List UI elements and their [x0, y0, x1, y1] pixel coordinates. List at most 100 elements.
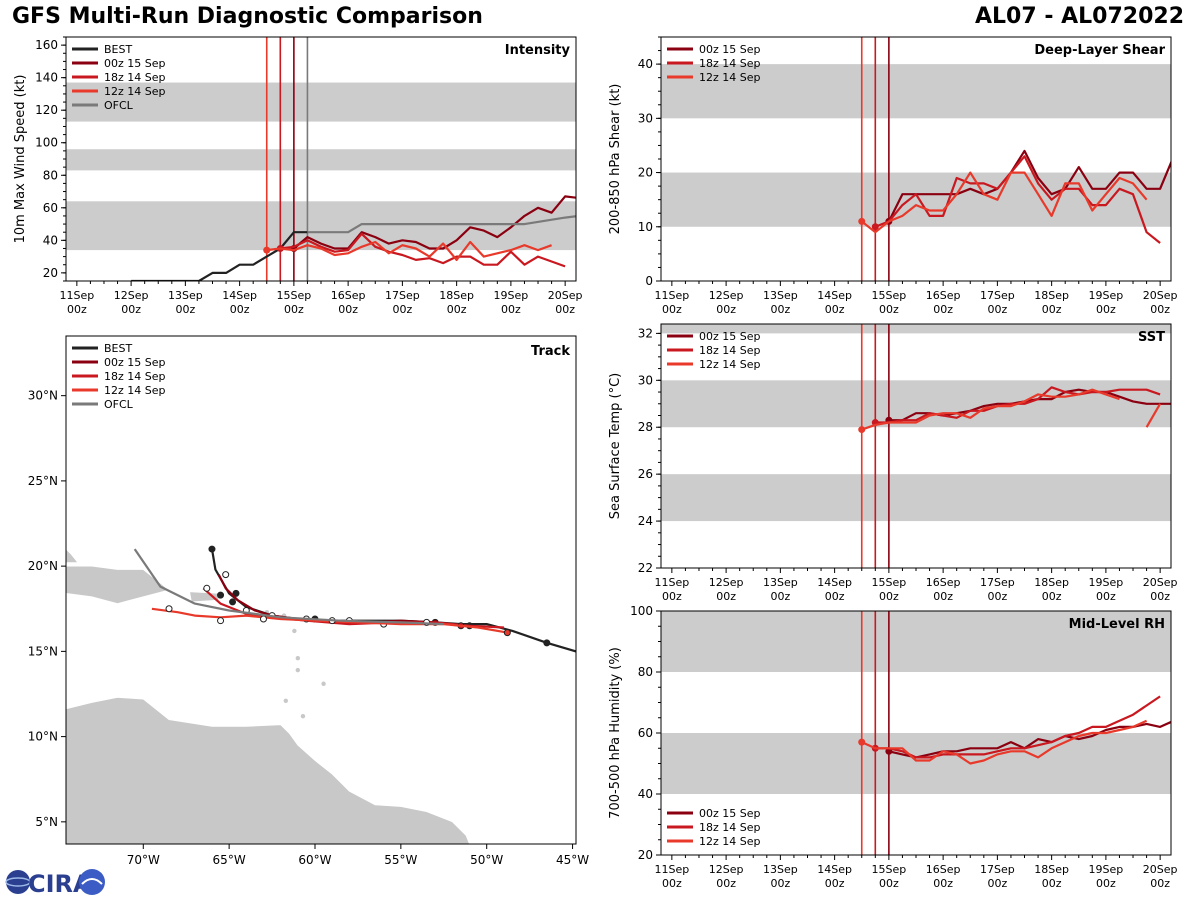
hispaniola: [66, 565, 170, 605]
island: [295, 667, 301, 673]
x-tick-label: 15Sep: [872, 576, 907, 589]
x-tick-label: 00z: [716, 590, 736, 603]
x-tick-label: 00z: [662, 303, 682, 316]
y-tick-label: 100: [35, 136, 58, 150]
x-tick-label: 20Sep: [1143, 863, 1178, 876]
x-tick-label: 00z: [662, 590, 682, 603]
plot-frame: [65, 335, 577, 845]
island: [283, 698, 288, 704]
x-tick-label: 00z: [825, 303, 845, 316]
x-tick-label: 19Sep: [494, 289, 529, 302]
x-tick-label: 00z: [825, 877, 845, 890]
series-line: [307, 215, 576, 234]
track-ofcl: [133, 548, 444, 626]
y-tick-label: 5°N: [35, 815, 58, 829]
y-tick-label: 100: [630, 604, 653, 618]
y-tick-label: 30: [638, 111, 653, 125]
x-tick-label: 13Sep: [763, 863, 798, 876]
series-line: [861, 171, 1148, 234]
y-tick-label: 32: [638, 326, 653, 340]
x-tick-label: 00z: [175, 303, 195, 316]
y-tick-label: 60: [638, 726, 653, 740]
page-title: GFS Multi-Run Diagnostic Comparison: [12, 4, 483, 29]
series-line: [266, 240, 552, 261]
x-tick-label: 00z: [879, 877, 899, 890]
x-tick-label: 17Sep: [980, 863, 1015, 876]
x-tick-label: 12Sep: [709, 289, 744, 302]
y-tick-label: 40: [638, 57, 653, 71]
start-marker: [858, 738, 866, 746]
x-tick-label: 13Sep: [763, 289, 798, 302]
legend-label: 18z 14 Sep: [699, 344, 761, 357]
y-tick-label: 22: [638, 561, 653, 575]
panel-title: Mid-Level RH: [1069, 617, 1165, 632]
y-tick-label: 20°N: [28, 559, 58, 573]
band-0: [661, 733, 1171, 794]
track-marker: [165, 605, 173, 613]
start-marker: [871, 223, 879, 231]
island: [300, 713, 306, 719]
band-0: [66, 201, 576, 251]
legend-label: 18z 14 Sep: [699, 57, 761, 70]
x-tick-label: 16Sep: [926, 289, 961, 302]
band-1: [66, 149, 576, 171]
cira-logo: CIRA: [4, 866, 108, 898]
x-tick-label: 19Sep: [1089, 576, 1124, 589]
x-tick-label: 16Sep: [926, 863, 961, 876]
legend-label: 12z 14 Sep: [699, 835, 761, 848]
x-tick-label: 00z: [770, 877, 790, 890]
start-marker: [263, 246, 271, 254]
y-axis-label: 10m Max Wind Speed (kt): [13, 75, 28, 244]
x-tick-label: 00z: [1096, 590, 1116, 603]
x-tick-label: 00z: [933, 877, 953, 890]
y-tick-label: 28: [638, 420, 653, 434]
x-tick-label: 00z: [555, 303, 575, 316]
legend-label: 00z 15 Sep: [104, 57, 166, 70]
y-tick-label: 80: [43, 168, 58, 182]
y-tick-label: 40: [638, 787, 653, 801]
track-marker: [543, 639, 551, 647]
legend-label: 00z 15 Sep: [699, 330, 761, 343]
x-tick-label: 13Sep: [168, 289, 203, 302]
legend-label: 00z 15 Sep: [104, 356, 166, 369]
x-tick-label: 00z: [447, 303, 467, 316]
x-tick-label: 00z: [1150, 590, 1170, 603]
x-tick-label: 00z: [284, 303, 304, 316]
x-tick-label: 19Sep: [1089, 289, 1124, 302]
x-tick-label: 00z: [825, 590, 845, 603]
y-tick-label: 10°N: [28, 730, 58, 744]
track-marker: [203, 584, 211, 592]
series-line: [861, 388, 1120, 431]
x-tick-label: 60°W: [298, 853, 331, 867]
x-tick-label: 00z: [933, 303, 953, 316]
series-line: [874, 155, 1161, 244]
x-tick-label: 00z: [338, 303, 358, 316]
track-marker: [217, 591, 225, 599]
x-tick-label: 00z: [1042, 877, 1062, 890]
storm-id: AL07 - AL072022: [975, 4, 1184, 29]
island: [295, 655, 301, 661]
y-tick-label: 30°N: [28, 389, 58, 403]
y-tick-label: 160: [35, 38, 58, 52]
x-tick-label: 15Sep: [277, 289, 312, 302]
south-america: [66, 696, 470, 844]
y-tick-label: 0: [645, 274, 653, 288]
y-tick-label: 60: [43, 201, 58, 215]
panel-title: SST: [1138, 330, 1165, 345]
y-tick-label: 10: [638, 220, 653, 234]
x-tick-label: 11Sep: [654, 863, 689, 876]
panel-title: Intensity: [505, 43, 571, 58]
track-best: [210, 548, 576, 653]
panel-intensity: 2040608010012014016011Sep00z12Sep00z13Se…: [13, 36, 583, 316]
legend-label: 12z 14 Sep: [104, 384, 166, 397]
x-tick-label: 00z: [230, 303, 250, 316]
panel-track: 70°W 65°W 60°W 55°W 50°W 45°W 5°N 10°N 15°N 20°N 2…: [28, 335, 589, 867]
x-tick-label: 18Sep: [439, 289, 474, 302]
y-tick-label: 24: [638, 514, 653, 528]
x-tick-label: 14Sep: [817, 576, 852, 589]
y-tick-label: 80: [638, 665, 653, 679]
x-tick-label: 18Sep: [1034, 289, 1069, 302]
track-00z-15-sep: [217, 574, 462, 627]
x-tick-label: 00z: [770, 303, 790, 316]
band-0: [661, 172, 1171, 227]
